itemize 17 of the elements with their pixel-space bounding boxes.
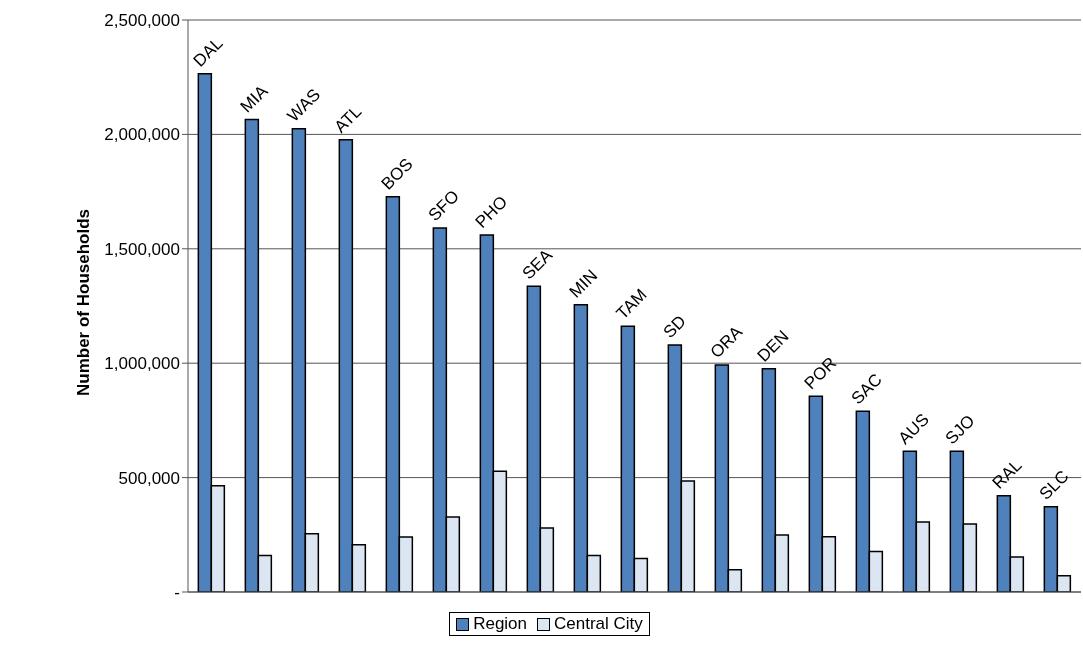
x-tick-label: DAL bbox=[189, 33, 227, 71]
x-tick-label: RAL bbox=[988, 455, 1026, 493]
x-tick-label: SLC bbox=[1035, 466, 1073, 504]
y-tick-label: 500,000 bbox=[118, 468, 180, 488]
legend-label: Central City bbox=[553, 614, 643, 634]
legend-label: Region bbox=[472, 614, 528, 634]
x-tick-label: ATL bbox=[330, 101, 366, 137]
y-tick-label: 1,500,000 bbox=[104, 239, 180, 259]
y-tick-label: 2,500,000 bbox=[104, 11, 180, 31]
x-tick-label: MIA bbox=[236, 81, 273, 117]
x-tick-label: SJO bbox=[941, 411, 979, 449]
y-axis-title: Number of Households bbox=[74, 208, 94, 396]
y-tick-label: 1,000,000 bbox=[104, 354, 180, 374]
y-tick-label: 2,000,000 bbox=[104, 125, 180, 145]
x-tick-label: SD bbox=[659, 311, 690, 342]
x-tick-label: SEA bbox=[518, 245, 557, 284]
y-tick-label: - bbox=[174, 583, 180, 603]
